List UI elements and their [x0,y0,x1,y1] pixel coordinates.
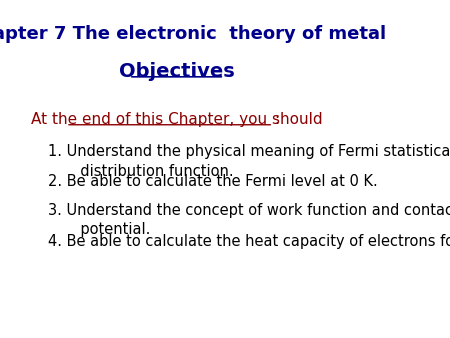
Text: :: : [274,112,279,127]
Text: Chapter 7 The electronic  theory of metal: Chapter 7 The electronic theory of metal [0,25,386,43]
Text: Objectives: Objectives [119,62,234,81]
Text: 4. Be able to calculate the heat capacity of electrons for metals: 4. Be able to calculate the heat capacit… [48,234,450,249]
Text: At the end of this Chapter, you should: At the end of this Chapter, you should [31,112,323,127]
Text: 3. Understand the concept of work function and contact
       potential.: 3. Understand the concept of work functi… [48,202,450,237]
Text: 2. Be able to calculate the Fermi level at 0 K.: 2. Be able to calculate the Fermi level … [48,174,378,189]
Text: 1. Understand the physical meaning of Fermi statistical
       distribution func: 1. Understand the physical meaning of Fe… [48,144,450,179]
